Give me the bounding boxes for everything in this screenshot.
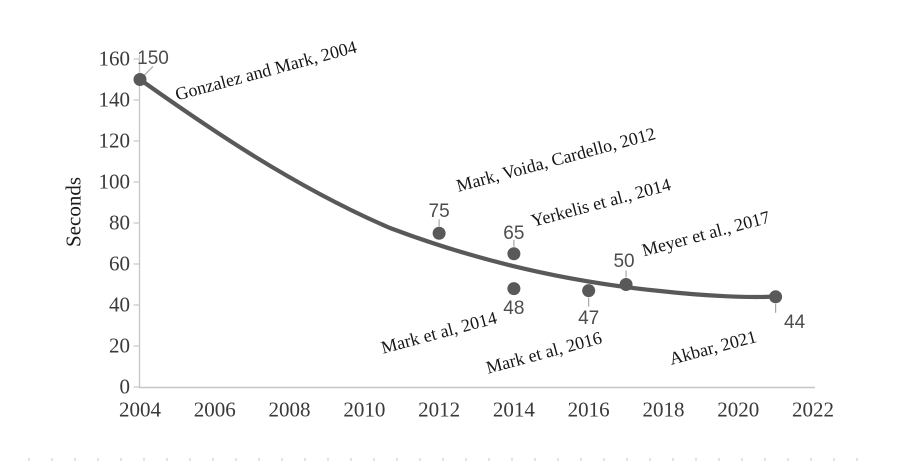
y-tick-label: 60 [109,251,130,276]
data-point [769,290,783,304]
x-tick-label: 2004 [119,397,161,422]
x-tick-label: 2012 [418,397,461,422]
data-point [133,73,147,86]
data-point-value-label: 47 [578,307,600,329]
y-tick-label: 140 [98,87,131,112]
x-tick-label: 2010 [343,397,386,422]
y-tick-label: 20 [109,333,130,358]
data-point [582,284,596,298]
x-tick-label: 2018 [642,397,685,422]
x-tick-label: 2014 [492,397,535,422]
y-tick-label: 160 [98,46,131,71]
data-point [507,247,521,261]
x-tick-label: 2020 [717,397,760,422]
y-tick-label: 0 [119,374,131,399]
x-tick-label: 2008 [268,397,311,422]
page-border-dots-decoration [28,458,876,461]
trend-curve [137,77,779,300]
data-point [619,278,633,291]
data-point-value-label: 75 [428,201,450,223]
data-point-value-label: 44 [784,311,806,333]
y-tick-label: 40 [109,292,130,317]
y-axis-title: Seconds [61,177,86,247]
data-point-value-label: 65 [503,222,525,244]
data-point [507,282,521,296]
x-tick-label: 2022 [792,397,834,422]
y-tick-label: 120 [98,128,131,153]
data-point [432,226,446,240]
leader-line [142,66,154,77]
y-tick-label: 100 [98,169,131,194]
data-point-value-label: 48 [503,297,525,319]
data-point-value-label: 50 [613,250,635,272]
data-point-value-label: 150 [137,47,169,69]
x-tick-label: 2006 [193,397,236,422]
x-tick-label: 2016 [567,397,610,422]
y-tick-label: 80 [109,210,130,235]
